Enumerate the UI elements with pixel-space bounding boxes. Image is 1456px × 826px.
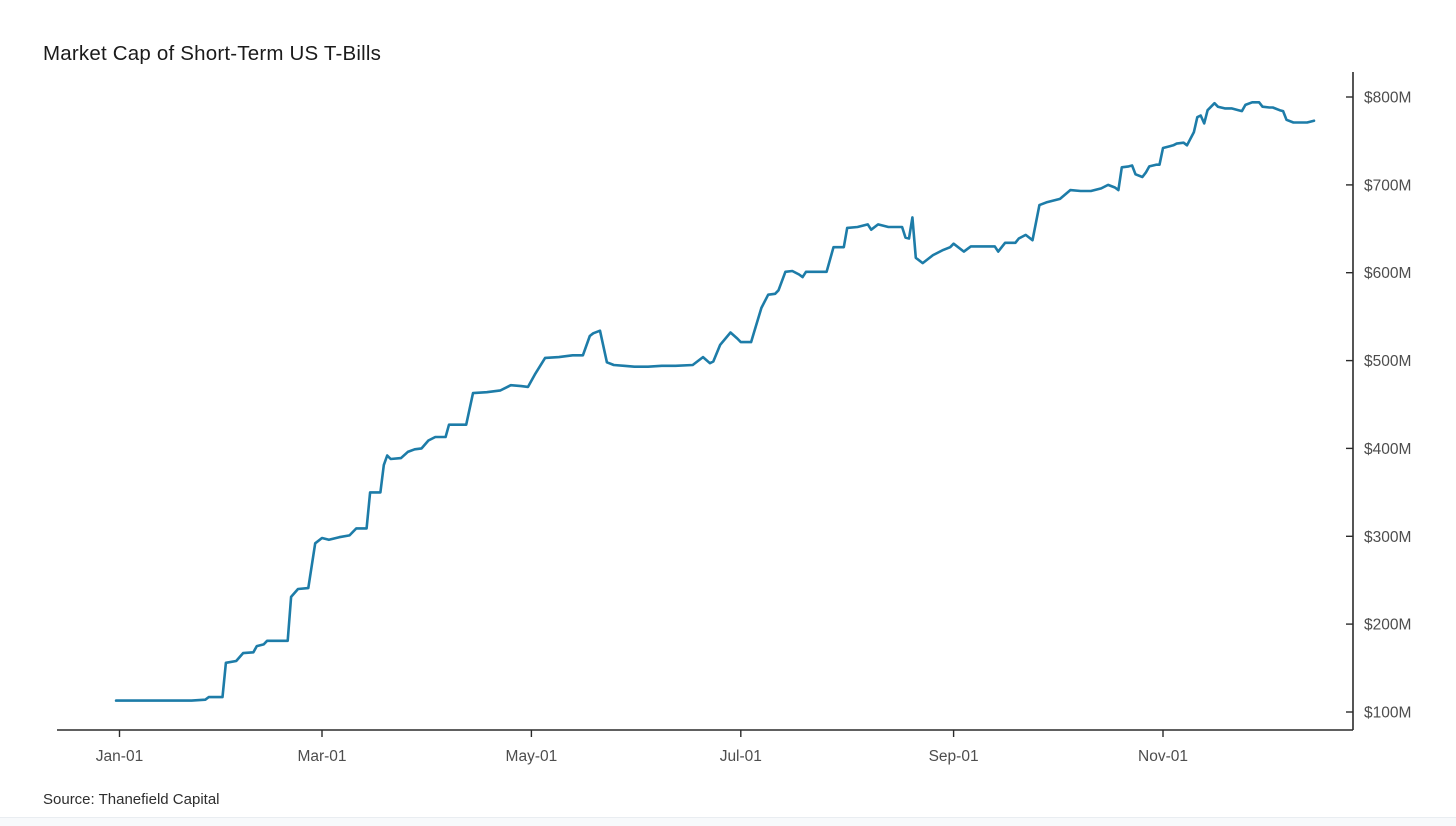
x-tick-label: Jan-01 — [96, 748, 143, 765]
y-tick-label: $100M — [1364, 705, 1411, 722]
y-tick-label: $400M — [1364, 441, 1411, 458]
bottom-bar — [0, 817, 1456, 826]
x-tick-label: Sep-01 — [929, 748, 979, 765]
source-note: Source: Thanefield Capital — [43, 791, 220, 808]
x-tick-label: May-01 — [506, 748, 558, 765]
y-tick-label: $700M — [1364, 177, 1411, 194]
x-tick-label: Nov-01 — [1138, 748, 1188, 765]
y-tick-label: $600M — [1364, 265, 1411, 282]
x-tick-label: Mar-01 — [297, 748, 346, 765]
y-tick-label: $300M — [1364, 529, 1411, 546]
y-tick-label: $200M — [1364, 617, 1411, 634]
y-tick-label: $800M — [1364, 90, 1411, 107]
y-tick-label: $500M — [1364, 353, 1411, 370]
data-series-line — [114, 101, 1316, 702]
x-tick-label: Jul-01 — [720, 748, 762, 765]
chart-title: Market Cap of Short-Term US T-Bills — [43, 42, 382, 65]
